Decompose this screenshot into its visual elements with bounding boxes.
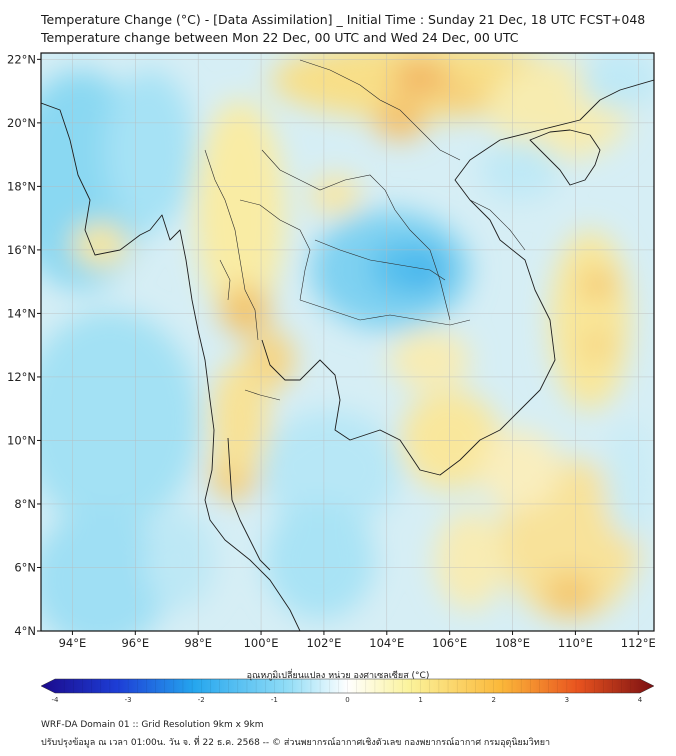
graticule [41, 53, 654, 631]
lon-tick-label: 108°E [495, 636, 530, 650]
borders [204, 59, 526, 401]
lon-tick-label: 94°E [59, 636, 87, 650]
colorbar-tick-label: -3 [125, 696, 132, 704]
lat-tick-label: 12°N [7, 370, 36, 384]
lat-tick-label: 4°N [14, 624, 36, 638]
colorbar: -4 -3 -2 -1 0 1 2 3 4 [40, 678, 655, 704]
colorbar-tick-label: -1 [271, 696, 278, 704]
longitude-axis: 94°E 96°E 98°E 100°E 102°E 104°E 106°E 108°E 110… [59, 631, 656, 650]
lat-tick-label: 8°N [14, 497, 36, 511]
lon-tick-label: 102°E [306, 636, 341, 650]
colorbar-tick-label: 2 [492, 696, 496, 704]
lat-tick-label: 18°N [7, 179, 36, 193]
lat-tick-label: 14°N [7, 306, 36, 320]
footer-update-info: ปรับปรุงข้อมูล ณ เวลา 01:00น. วัน จ. ที่… [41, 738, 551, 748]
lat-tick-label: 22°N [7, 52, 36, 66]
colorbar-tick-label: 3 [565, 696, 569, 704]
colorbar-tick-label: 4 [638, 696, 643, 704]
map-title: Temperature Change (°C) - [Data Assimila… [41, 12, 646, 27]
lon-tick-label: 112°E [621, 636, 656, 650]
colorbar-tick-label: -2 [198, 696, 205, 704]
lon-tick-label: 96°E [121, 636, 149, 650]
map-subtitle: Temperature change between Mon 22 Dec, 0… [41, 30, 519, 45]
latitude-axis: 22°N 20°N 18°N 16°N 14°N 12°N 10°N 8°N 6°N 4°N [7, 52, 41, 638]
colorbar-ticks: -4 -3 -2 -1 0 1 2 3 4 [52, 679, 643, 704]
lat-tick-label: 10°N [7, 433, 36, 447]
lon-tick-label: 104°E [369, 636, 404, 650]
temperature-field [41, 53, 654, 631]
footer-model-info: WRF-DA Domain 01 :: Grid Resolution 9km … [41, 720, 264, 730]
colorbar-tick-label: 0 [345, 696, 349, 704]
colorbar-tick-label: 1 [418, 696, 422, 704]
colorbar-label: อุณหภูมิเปลี่ยนแปลง หน่วย องศาเซลเซียส (… [246, 671, 430, 681]
colorbar-tick-label: -4 [52, 696, 60, 704]
lon-tick-label: 98°E [184, 636, 212, 650]
lon-tick-label: 100°E [244, 636, 279, 650]
colorbar-bar [40, 678, 655, 694]
lat-tick-label: 6°N [14, 560, 36, 574]
lon-tick-label: 110°E [558, 636, 593, 650]
lat-tick-label: 20°N [7, 116, 36, 130]
lon-tick-label: 106°E [432, 636, 467, 650]
coastlines [41, 79, 654, 631]
map-frame [40, 52, 655, 632]
lat-tick-label: 16°N [7, 243, 36, 257]
